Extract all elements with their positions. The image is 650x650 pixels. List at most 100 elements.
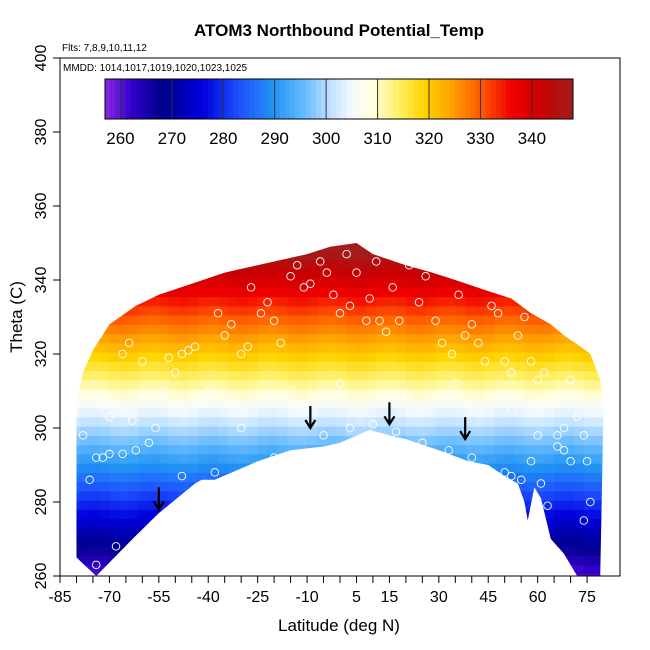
heat-cell (76, 352, 81, 362)
heat-cell (376, 435, 387, 446)
heat-cell (139, 361, 150, 372)
heat-cell (613, 509, 623, 519)
heat-cell (277, 546, 288, 557)
heat-cell (376, 361, 387, 372)
heat-cell (386, 296, 397, 307)
heat-cell (593, 243, 604, 251)
heat-cell (198, 232, 208, 242)
heat-cell (593, 250, 604, 261)
y-tick-label: 280 (33, 489, 50, 516)
heat-cell (336, 509, 348, 520)
heat-cell (564, 398, 575, 409)
heat-cell (504, 453, 516, 464)
heat-cell (534, 546, 545, 557)
heat-cell (158, 481, 170, 492)
heat-cell (326, 518, 338, 529)
heat-cell (425, 259, 437, 270)
heat-cell (60, 306, 70, 316)
colorbar-cell (151, 79, 157, 119)
heat-cell (376, 370, 387, 381)
heat-cell (109, 287, 120, 298)
y-tick-label: 400 (33, 45, 50, 72)
heat-cell (425, 453, 437, 464)
heat-cell (237, 555, 249, 566)
heat-cell (277, 537, 288, 547)
heat-cell (178, 305, 189, 316)
heat-cell (455, 398, 466, 409)
heat-cell (583, 435, 595, 446)
heat-cell (267, 333, 278, 344)
x-tick-label: -85 (48, 589, 71, 606)
heat-cell (554, 278, 565, 288)
heat-cell (336, 500, 348, 510)
heat-cell (386, 268, 397, 279)
heat-cell (524, 463, 535, 473)
heat-cell (346, 564, 357, 575)
heat-cell (307, 444, 318, 455)
heat-cell (60, 408, 70, 418)
heat-cell (99, 352, 110, 362)
heat-cell (475, 305, 486, 316)
heat-cell (475, 416, 486, 427)
heat-cell (198, 509, 209, 520)
heat-cell (79, 370, 91, 381)
heat-cell (613, 380, 623, 390)
colorbar-cell (197, 79, 204, 119)
heat-cell (218, 379, 229, 390)
heat-cell (129, 250, 140, 261)
heat-cell (564, 333, 575, 344)
heat-cell (129, 296, 140, 307)
heat-cell (228, 278, 239, 288)
heat-cell (593, 361, 604, 372)
heat-cell (603, 305, 604, 316)
heat-cell (277, 518, 288, 529)
heat-cell (425, 361, 437, 372)
heat-cell (208, 250, 219, 261)
heat-cell (405, 379, 417, 390)
heat-cell (554, 315, 565, 325)
heat-cell (99, 472, 110, 483)
observation-point (306, 279, 315, 288)
heat-cell (148, 472, 160, 483)
heat-cell (287, 564, 298, 575)
heat-cell (534, 518, 545, 529)
colorbar-cell (429, 79, 435, 119)
heat-cell (218, 278, 229, 288)
x-tick-label: 75 (578, 589, 596, 606)
heat-cell (326, 481, 338, 492)
heat-cell (208, 361, 219, 372)
heat-cell (119, 232, 129, 242)
heat-cell (287, 333, 298, 344)
heat-cell (297, 324, 308, 335)
heat-cell (554, 305, 565, 316)
colorbar-cell (146, 79, 152, 119)
heat-cell (188, 435, 199, 446)
observation-point (98, 453, 108, 462)
heat-cell (119, 389, 130, 399)
heat-cell (603, 537, 604, 547)
heat-cell (494, 435, 506, 446)
heat-cell (455, 435, 466, 446)
heat-cell (435, 527, 446, 538)
heat-cell (287, 259, 298, 270)
heat-cell (405, 490, 417, 501)
heat-cell (573, 287, 585, 298)
heat-cell (544, 435, 555, 446)
heat-cell (465, 333, 476, 344)
heat-cell (396, 435, 407, 446)
heat-cell (475, 333, 486, 344)
x-tick-label: -40 (197, 589, 220, 606)
heat-cell (346, 278, 357, 288)
heat-cell (465, 296, 476, 307)
heat-cell (346, 555, 357, 566)
heat-cell (593, 574, 604, 576)
colorbar-cell (542, 79, 548, 119)
heat-cell (534, 472, 545, 483)
heat-cell (494, 518, 506, 529)
heat-cell (544, 243, 555, 251)
heat-cell (148, 463, 160, 473)
heat-cell (356, 444, 367, 455)
heat-cell (484, 259, 496, 270)
heat-cell (89, 278, 101, 288)
heat-cell (257, 555, 269, 566)
